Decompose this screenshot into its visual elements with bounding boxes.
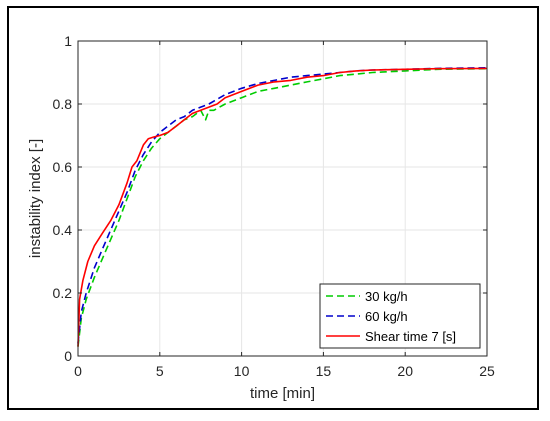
y-tick-label: 0.8	[53, 96, 73, 112]
legend: 30 kg/h 60 kg/h Shear time 7 [s]	[319, 283, 481, 349]
y-tick-label: 0	[64, 348, 72, 364]
legend-label-2: 60 kg/h	[365, 309, 408, 324]
series-lines	[77, 67, 488, 347]
tick-marks	[77, 40, 488, 357]
legend-box	[319, 283, 481, 349]
x-tick-label: 5	[156, 363, 164, 379]
y-tick-label: 1	[64, 33, 72, 49]
legend-label-1: 30 kg/h	[365, 289, 408, 304]
tick-labels: 0 5 10 15 20 25 0 0.2 0.4 0.6 0.8 1	[53, 33, 495, 379]
x-tick-label: 10	[234, 363, 250, 379]
series-line-3	[77, 67, 488, 347]
y-tick-label: 0.4	[53, 222, 73, 238]
x-tick-label: 25	[479, 363, 495, 379]
figure-frame	[7, 6, 539, 410]
x-tick-label: 0	[74, 363, 82, 379]
legend-label-3: Shear time 7 [s]	[365, 329, 456, 344]
y-tick-label: 0.2	[53, 285, 73, 301]
y-tick-label: 0.6	[53, 159, 73, 175]
x-tick-label: 15	[316, 363, 332, 379]
y-axis-label: instability index [-]	[27, 139, 44, 258]
axes-box	[77, 40, 488, 357]
x-tick-label: 20	[397, 363, 413, 379]
x-axis-label: time [min]	[250, 385, 315, 402]
